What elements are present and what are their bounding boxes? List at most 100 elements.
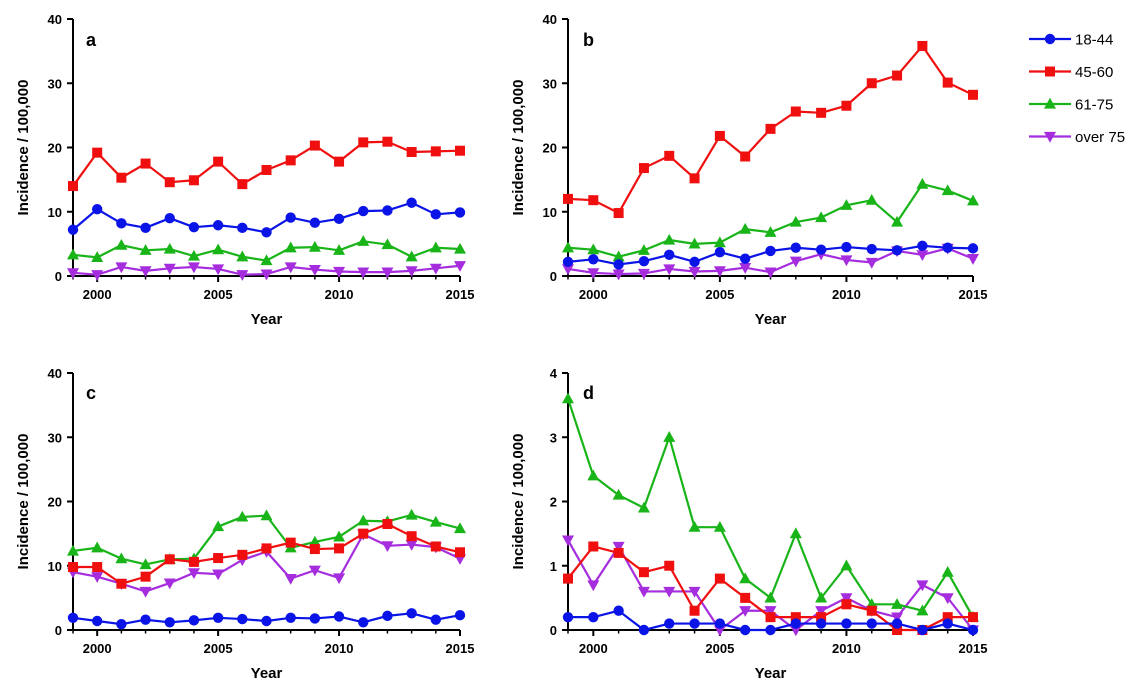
data-point [942,243,952,253]
y-tick-label: 10 [48,559,62,574]
x-axis-title: Year [755,665,787,682]
data-point [917,241,927,251]
series-over-75 [67,530,466,598]
y-tick-label: 30 [48,430,62,445]
data-point [140,587,152,598]
data-point [189,175,199,185]
data-point [664,250,674,260]
data-point [92,148,102,158]
data-point [563,612,573,622]
data-point [407,531,417,541]
data-point [262,165,272,175]
x-tick-label: 2010 [325,641,354,656]
x-tick-label: 2015 [959,287,988,302]
y-tick-label: 10 [48,205,62,220]
data-point [563,257,573,267]
data-point [917,41,927,51]
data-point [310,544,320,554]
x-tick-label: 2000 [579,641,608,656]
series-61-75 [562,393,979,622]
data-point [116,619,126,629]
data-point [262,543,272,553]
data-point [115,239,127,250]
y-axis-title: Incidence / 100,000 [510,434,527,570]
data-point [943,78,953,88]
data-point [382,519,392,529]
x-tick-label: 2000 [83,287,112,302]
data-point [455,547,465,557]
data-point [892,71,902,81]
data-point [588,254,598,264]
data-point [639,163,649,173]
data-point [664,151,674,161]
data-point [791,107,801,117]
data-point [967,254,979,265]
data-point [791,243,801,253]
data-point [816,618,826,628]
x-tick-label: 2015 [959,641,988,656]
data-point [285,212,295,222]
series-line [73,534,460,591]
data-point [382,205,392,215]
data-point [68,562,78,572]
data-point [841,599,851,609]
x-tick-label: 2005 [705,287,734,302]
data-point [740,253,750,263]
legend-marker [1045,67,1055,77]
data-point [689,618,699,628]
data-point [116,579,126,589]
data-point [116,218,126,228]
data-point [334,157,344,167]
y-tick-label: 4 [550,366,558,381]
series-line [73,142,460,186]
data-point [333,573,345,584]
data-point [614,208,624,218]
y-tick-label: 0 [550,623,557,638]
y-tick-label: 0 [55,269,62,284]
data-point [285,613,295,623]
data-point [334,543,344,553]
data-point [765,246,775,256]
data-point [968,625,978,635]
data-point [740,593,750,603]
data-point [165,554,175,564]
data-point [942,566,954,577]
data-point [765,592,777,603]
data-point [189,557,199,567]
legend-item: 18-44 [1029,32,1113,49]
data-point [613,606,623,616]
data-point [91,542,103,553]
data-point [212,243,224,254]
data-point [765,625,775,635]
x-axis-title: Year [251,311,283,328]
panel-d: 0 1 2 3 4 2000 2005 2010 2015 Year Incidence / 100… [510,366,987,682]
data-point [816,108,826,118]
data-point [310,613,320,623]
data-point [237,179,247,189]
series-45-60 [563,541,978,635]
data-point [237,223,247,233]
data-point [840,560,852,571]
y-axis-title: Incidence / 100,000 [15,434,32,570]
x-tick-label: 2005 [204,641,233,656]
data-point [739,223,751,234]
y-tick-label: 0 [55,623,62,638]
data-point [968,90,978,100]
y-tick-label: 1 [550,559,557,574]
data-point [841,242,851,252]
data-point [357,235,369,246]
data-point [455,146,465,156]
data-point [310,141,320,151]
data-point [739,572,751,583]
panel-label: c [86,383,96,403]
data-point [866,258,878,269]
data-point [663,431,675,442]
data-point [92,204,102,214]
y-tick-label: 20 [48,141,62,156]
data-point [715,618,725,628]
data-point [766,612,776,622]
data-point [866,194,878,205]
data-point [261,227,271,237]
data-point [140,223,150,233]
data-point [237,614,247,624]
